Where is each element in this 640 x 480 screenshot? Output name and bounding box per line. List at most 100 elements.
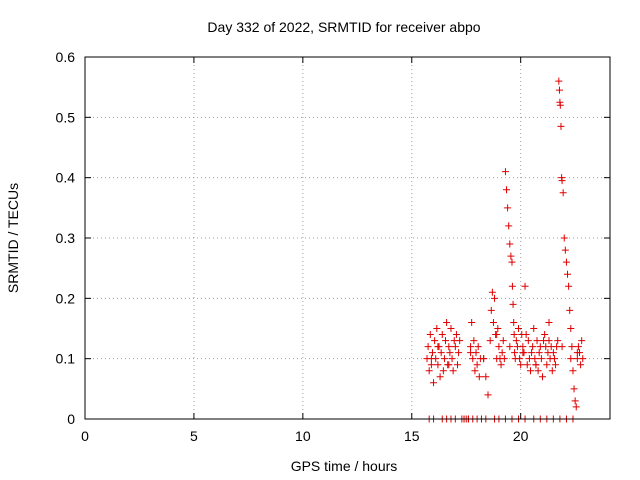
data-point (500, 355, 508, 363)
data-point (504, 204, 512, 212)
data-point (505, 222, 513, 230)
data-points (423, 77, 587, 423)
data-point (501, 168, 509, 176)
data-point (565, 282, 573, 290)
y-tick-label: 0.6 (56, 49, 76, 65)
data-point (543, 361, 551, 369)
data-point (445, 343, 453, 351)
data-point (447, 325, 455, 332)
data-point (433, 325, 441, 332)
data-point (558, 177, 566, 185)
data-point (491, 294, 499, 302)
data-point (439, 367, 447, 375)
data-point (493, 331, 501, 339)
data-point (509, 300, 517, 308)
data-point (469, 355, 477, 363)
data-point (506, 343, 514, 351)
data-point (480, 355, 488, 363)
data-point (510, 318, 518, 326)
data-point (537, 355, 545, 363)
data-point (486, 337, 494, 345)
data-point (434, 361, 442, 369)
data-point (571, 397, 579, 405)
data-point (470, 337, 478, 345)
data-point (426, 331, 434, 339)
data-point (564, 270, 572, 278)
data-point (557, 122, 565, 130)
data-point (451, 343, 459, 351)
data-point (506, 240, 514, 248)
data-point (567, 325, 575, 332)
data-point (497, 361, 505, 369)
data-point (467, 343, 475, 351)
grid-layer (85, 57, 610, 419)
data-point (534, 367, 542, 375)
data-point (484, 391, 492, 399)
data-point (445, 361, 453, 369)
data-point (511, 349, 519, 357)
data-point (454, 361, 462, 369)
data-point (519, 343, 527, 351)
y-tick-label: 0.4 (56, 170, 76, 186)
data-point (456, 337, 464, 345)
data-point (427, 361, 435, 369)
data-point (555, 77, 563, 85)
x-tick-label: 15 (404, 428, 420, 444)
data-point (443, 318, 451, 326)
data-point (507, 252, 515, 260)
y-tick-label: 0.3 (56, 230, 76, 246)
data-point (512, 337, 520, 345)
data-point (570, 385, 578, 393)
data-point (474, 343, 482, 351)
data-point (449, 367, 457, 375)
data-point (437, 349, 445, 357)
data-point (494, 325, 502, 332)
data-point (431, 337, 439, 345)
data-point (448, 355, 456, 363)
data-point (442, 337, 450, 345)
data-point (434, 343, 442, 351)
data-point (440, 355, 448, 363)
data-point (495, 343, 503, 351)
data-point (488, 288, 496, 296)
data-point (427, 355, 435, 363)
data-point (554, 337, 562, 345)
data-point (541, 331, 549, 339)
x-tick-label: 10 (295, 428, 311, 444)
data-point (515, 325, 523, 332)
data-point (579, 355, 587, 363)
data-point (523, 361, 531, 369)
data-point (526, 367, 534, 375)
data-point (528, 349, 536, 357)
data-point (482, 373, 490, 381)
data-point (467, 349, 475, 357)
y-tick-label: 0.1 (56, 351, 76, 367)
data-point (519, 349, 527, 357)
data-point (552, 361, 560, 369)
data-point (562, 258, 570, 266)
data-point (455, 349, 463, 357)
data-point (550, 355, 558, 363)
data-point (532, 361, 540, 369)
data-point (577, 361, 585, 369)
plot-frame (84, 56, 611, 420)
data-point (503, 186, 511, 194)
data-point (535, 349, 543, 357)
data-point (578, 337, 586, 345)
data-point (446, 349, 454, 357)
data-point (499, 337, 507, 345)
data-point (560, 234, 568, 242)
data-point (471, 367, 479, 375)
data-point (430, 379, 438, 387)
data-point (438, 331, 446, 339)
data-point (487, 306, 495, 314)
data-point (567, 355, 575, 363)
data-point (555, 86, 563, 94)
data-point (531, 355, 539, 363)
y-tick-label: 0.2 (56, 290, 76, 306)
tick-layer: 0 0.1 0.2 0.3 0.4 0.5 0.6 0 5 10 15 20 (56, 49, 610, 444)
data-point (548, 367, 556, 375)
data-point (475, 373, 483, 381)
data-point (508, 282, 516, 290)
